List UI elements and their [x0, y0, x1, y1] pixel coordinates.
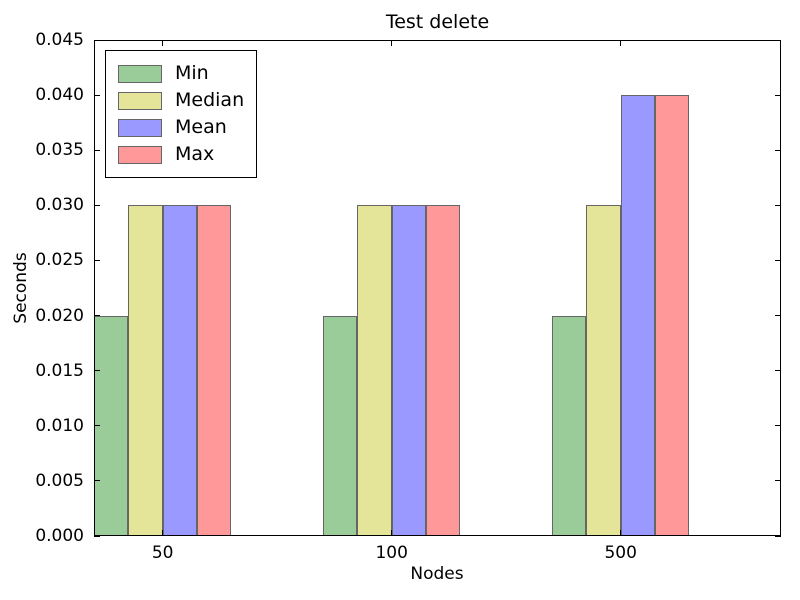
y-tick-right [775, 425, 781, 427]
y-tick-right [775, 204, 781, 206]
y-tick-label: 0.020 [35, 305, 84, 326]
y-tick-left [94, 315, 100, 317]
bar-max-100 [426, 205, 461, 536]
x-tick-bottom [162, 530, 164, 536]
y-tick-label: 0.030 [35, 195, 84, 216]
y-tick-left [94, 535, 100, 537]
bar-min-500 [552, 315, 587, 536]
y-tick-label: 0.005 [35, 470, 84, 491]
bar-median-500 [586, 205, 621, 536]
y-tick-label: 0.000 [35, 526, 84, 546]
y-tick-label: 0.025 [35, 250, 84, 271]
y-tick-right [775, 39, 781, 41]
y-tick-left [94, 370, 100, 372]
bar-mean-100 [391, 205, 426, 536]
x-tick-top [391, 40, 393, 46]
y-tick-left [94, 39, 100, 41]
x-tick-top [162, 40, 164, 46]
y-axis-label: Seconds [11, 252, 31, 324]
legend-swatch-median [118, 91, 162, 110]
legend-item-max: Max [118, 142, 244, 167]
y-tick-right [775, 370, 781, 372]
bar-mean-500 [620, 95, 655, 536]
y-tick-left [94, 259, 100, 261]
chart-title: Test delete [385, 11, 490, 33]
x-axis-label: Nodes [410, 564, 464, 584]
x-tick-top [620, 40, 622, 46]
legend-swatch-mean [118, 118, 162, 137]
y-tick-right [775, 315, 781, 317]
y-tick-left [94, 204, 100, 206]
y-tick-left [94, 425, 100, 427]
bar-min-100 [323, 315, 358, 536]
bar-max-50 [197, 205, 232, 536]
legend-label-mean: Mean [175, 116, 227, 138]
x-tick-label: 100 [375, 543, 408, 563]
y-tick-right [775, 149, 781, 151]
y-tick-left [94, 480, 100, 482]
legend-swatch-min [118, 64, 162, 83]
y-tick-right [775, 535, 781, 537]
legend-label-max: Max [175, 143, 215, 165]
y-tick-right [775, 259, 781, 261]
y-tick-right [775, 94, 781, 96]
y-tick-left [94, 94, 100, 96]
y-tick-label: 0.035 [35, 140, 84, 161]
y-tick-label: 0.010 [35, 415, 84, 436]
y-tick-label: 0.015 [35, 360, 84, 381]
y-tick-right [775, 480, 781, 482]
y-tick-label: 0.045 [35, 30, 84, 50]
legend-item-min: Min [118, 61, 244, 86]
legend: Min Median Mean Max [105, 50, 258, 178]
x-tick-label: 50 [151, 543, 174, 563]
legend-label-min: Min [175, 62, 209, 84]
x-tick-bottom [620, 530, 622, 536]
plot-area [94, 39, 781, 537]
bar-median-100 [357, 205, 392, 536]
bar-median-50 [128, 205, 163, 536]
legend-swatch-max [118, 145, 162, 164]
x-tick-label: 500 [604, 543, 637, 563]
legend-item-median: Median [118, 88, 244, 113]
legend-label-median: Median [175, 89, 245, 111]
y-tick-label: 0.040 [35, 85, 84, 106]
x-tick-bottom [391, 530, 393, 536]
bar-mean-50 [162, 205, 197, 536]
y-tick-left [94, 149, 100, 151]
bar-max-500 [655, 95, 690, 536]
legend-item-mean: Mean [118, 115, 244, 140]
